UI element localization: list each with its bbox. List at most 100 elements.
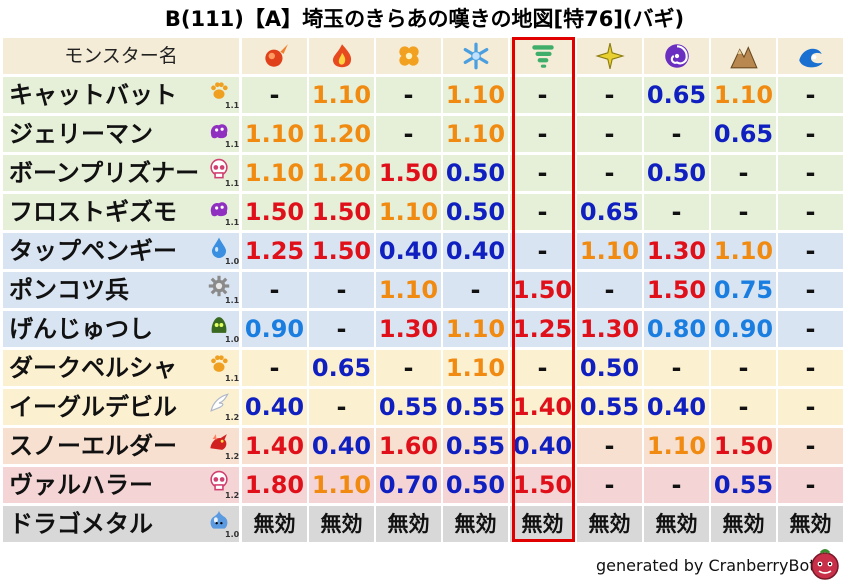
paw-icon (208, 353, 230, 375)
monster-name: ヴァルハラー (9, 471, 153, 499)
resistance-value: - (242, 272, 307, 308)
header-column-4 (510, 38, 575, 74)
rocky-mountain-icon (711, 41, 776, 71)
monster-name: げんじゅつし (9, 315, 153, 343)
resistance-value: - (577, 272, 642, 308)
resistance-value: - (778, 116, 843, 152)
resistance-value: 0.90 (711, 311, 776, 347)
cranberry-bot-icon (808, 547, 842, 585)
resistance-value: 1.10 (711, 233, 776, 269)
red-dragon-icon (208, 431, 230, 453)
monster-level: 1.0 (225, 335, 240, 344)
flame-icon (309, 41, 374, 71)
resistance-value: 0.50 (443, 194, 508, 230)
resistance-value: 0.50 (577, 350, 642, 386)
green-slime-icon (208, 314, 230, 336)
monster-name-cell: イーグルデビル 1.2 (3, 389, 239, 425)
resistance-value: 0.55 (711, 467, 776, 503)
resistance-value: 無効 (309, 506, 374, 542)
resistance-value: 無効 (778, 506, 843, 542)
purple-blob-icon (208, 197, 230, 219)
resistance-value: 1.10 (309, 467, 374, 503)
monster-name-cell: ダークペルシャ 1.1 (3, 350, 239, 386)
resistance-value: 1.10 (443, 77, 508, 113)
resistance-value: 0.55 (443, 428, 508, 464)
header-name-label: モンスター名 (64, 45, 178, 67)
monster-name: タップペンギー (9, 237, 177, 265)
resistance-value: 1.30 (376, 311, 441, 347)
resistance-value: - (778, 272, 843, 308)
table-row: ヴァルハラー 1.2 1.80 1.10 0.70 0.50 1.50- -0.55- (0, 467, 849, 506)
clover-icon (376, 41, 441, 71)
monster-name-cell: ヴァルハラー 1.2 (3, 467, 239, 503)
resistance-value: 1.10 (577, 233, 642, 269)
resistance-value: 1.40 (510, 389, 575, 425)
monster-level: 1.1 (225, 140, 240, 149)
resistance-value: 0.40 (644, 389, 709, 425)
header-column-0 (242, 38, 307, 74)
resistance-value: - (510, 155, 575, 191)
monster-name: ボーンプリズナー (9, 159, 200, 187)
resistance-value: 1.50 (242, 194, 307, 230)
resistance-value: 無効 (510, 506, 575, 542)
resistance-value: 1.10 (376, 194, 441, 230)
monster-level: 1.1 (225, 296, 240, 305)
skull-icon (208, 158, 230, 180)
header-column-7 (711, 38, 776, 74)
resistance-value: 0.55 (376, 389, 441, 425)
resistance-value: 無効 (376, 506, 441, 542)
monster-level: 1.2 (225, 413, 240, 422)
monster-level: 1.2 (225, 491, 240, 500)
resistance-value: 1.10 (443, 116, 508, 152)
resistance-value: - (778, 350, 843, 386)
header-row: モンスター名 (0, 38, 849, 77)
resistance-value: 1.30 (577, 311, 642, 347)
purple-blob-icon (208, 119, 230, 141)
resistance-value: 無効 (644, 506, 709, 542)
resistance-value: 無効 (242, 506, 307, 542)
table-row: キャットバット 1.1-1.10-1.10- -0.65 1.10- (0, 77, 849, 116)
resistance-value: - (510, 233, 575, 269)
resistance-value: 1.30 (644, 233, 709, 269)
monster-name-cell: ボーンプリズナー 1.1 (3, 155, 239, 191)
header-column-3 (443, 38, 508, 74)
resistance-value: 0.80 (644, 311, 709, 347)
table-row: ダークペルシャ 1.1-0.65-1.10-0.50- - - (0, 350, 849, 389)
resistance-value: - (510, 77, 575, 113)
resistance-value: 1.25 (242, 233, 307, 269)
resistance-value: - (778, 155, 843, 191)
table-row: ポンコツ兵 1.1- -1.10-1.50-1.50 0.75- (0, 272, 849, 311)
resistance-value: - (644, 194, 709, 230)
resistance-value: 1.50 (711, 428, 776, 464)
monster-name-cell: ドラゴメタル 1.0 (3, 506, 239, 542)
metal-slime-icon (208, 509, 230, 531)
resistance-value: 1.80 (242, 467, 307, 503)
header-column-5 (577, 38, 642, 74)
resistance-value: 0.50 (443, 467, 508, 503)
resistance-value: 0.75 (711, 272, 776, 308)
resistance-value: - (711, 155, 776, 191)
resistance-value: 1.50 (644, 272, 709, 308)
resistance-value: - (778, 233, 843, 269)
resistance-value: - (577, 116, 642, 152)
monster-name-cell: タップペンギー 1.0 (3, 233, 239, 269)
resistance-value: - (510, 350, 575, 386)
resistance-value: 1.50 (376, 155, 441, 191)
resistance-value: 1.10 (711, 77, 776, 113)
resistance-value: 1.40 (242, 428, 307, 464)
purple-spiral-icon (644, 41, 709, 71)
resistance-value: - (644, 116, 709, 152)
monster-level: 1.2 (225, 452, 240, 461)
table-row: げんじゅつし 1.0 0.90-1.30 1.10 1.25 1.30 0.80 0.90- (0, 311, 849, 350)
resistance-value: 無効 (443, 506, 508, 542)
footer-credit: generated by CranberryBot (596, 556, 816, 575)
resistance-value: 1.10 (242, 116, 307, 152)
resistance-value: 1.25 (510, 311, 575, 347)
monster-name: キャットバット (9, 81, 177, 109)
monster-name-cell: げんじゅつし 1.0 (3, 311, 239, 347)
resistance-value: - (577, 428, 642, 464)
resistance-value: 1.10 (443, 350, 508, 386)
header-column-8 (778, 38, 843, 74)
fire-ball-icon (242, 41, 307, 71)
resistance-value: 1.60 (376, 428, 441, 464)
